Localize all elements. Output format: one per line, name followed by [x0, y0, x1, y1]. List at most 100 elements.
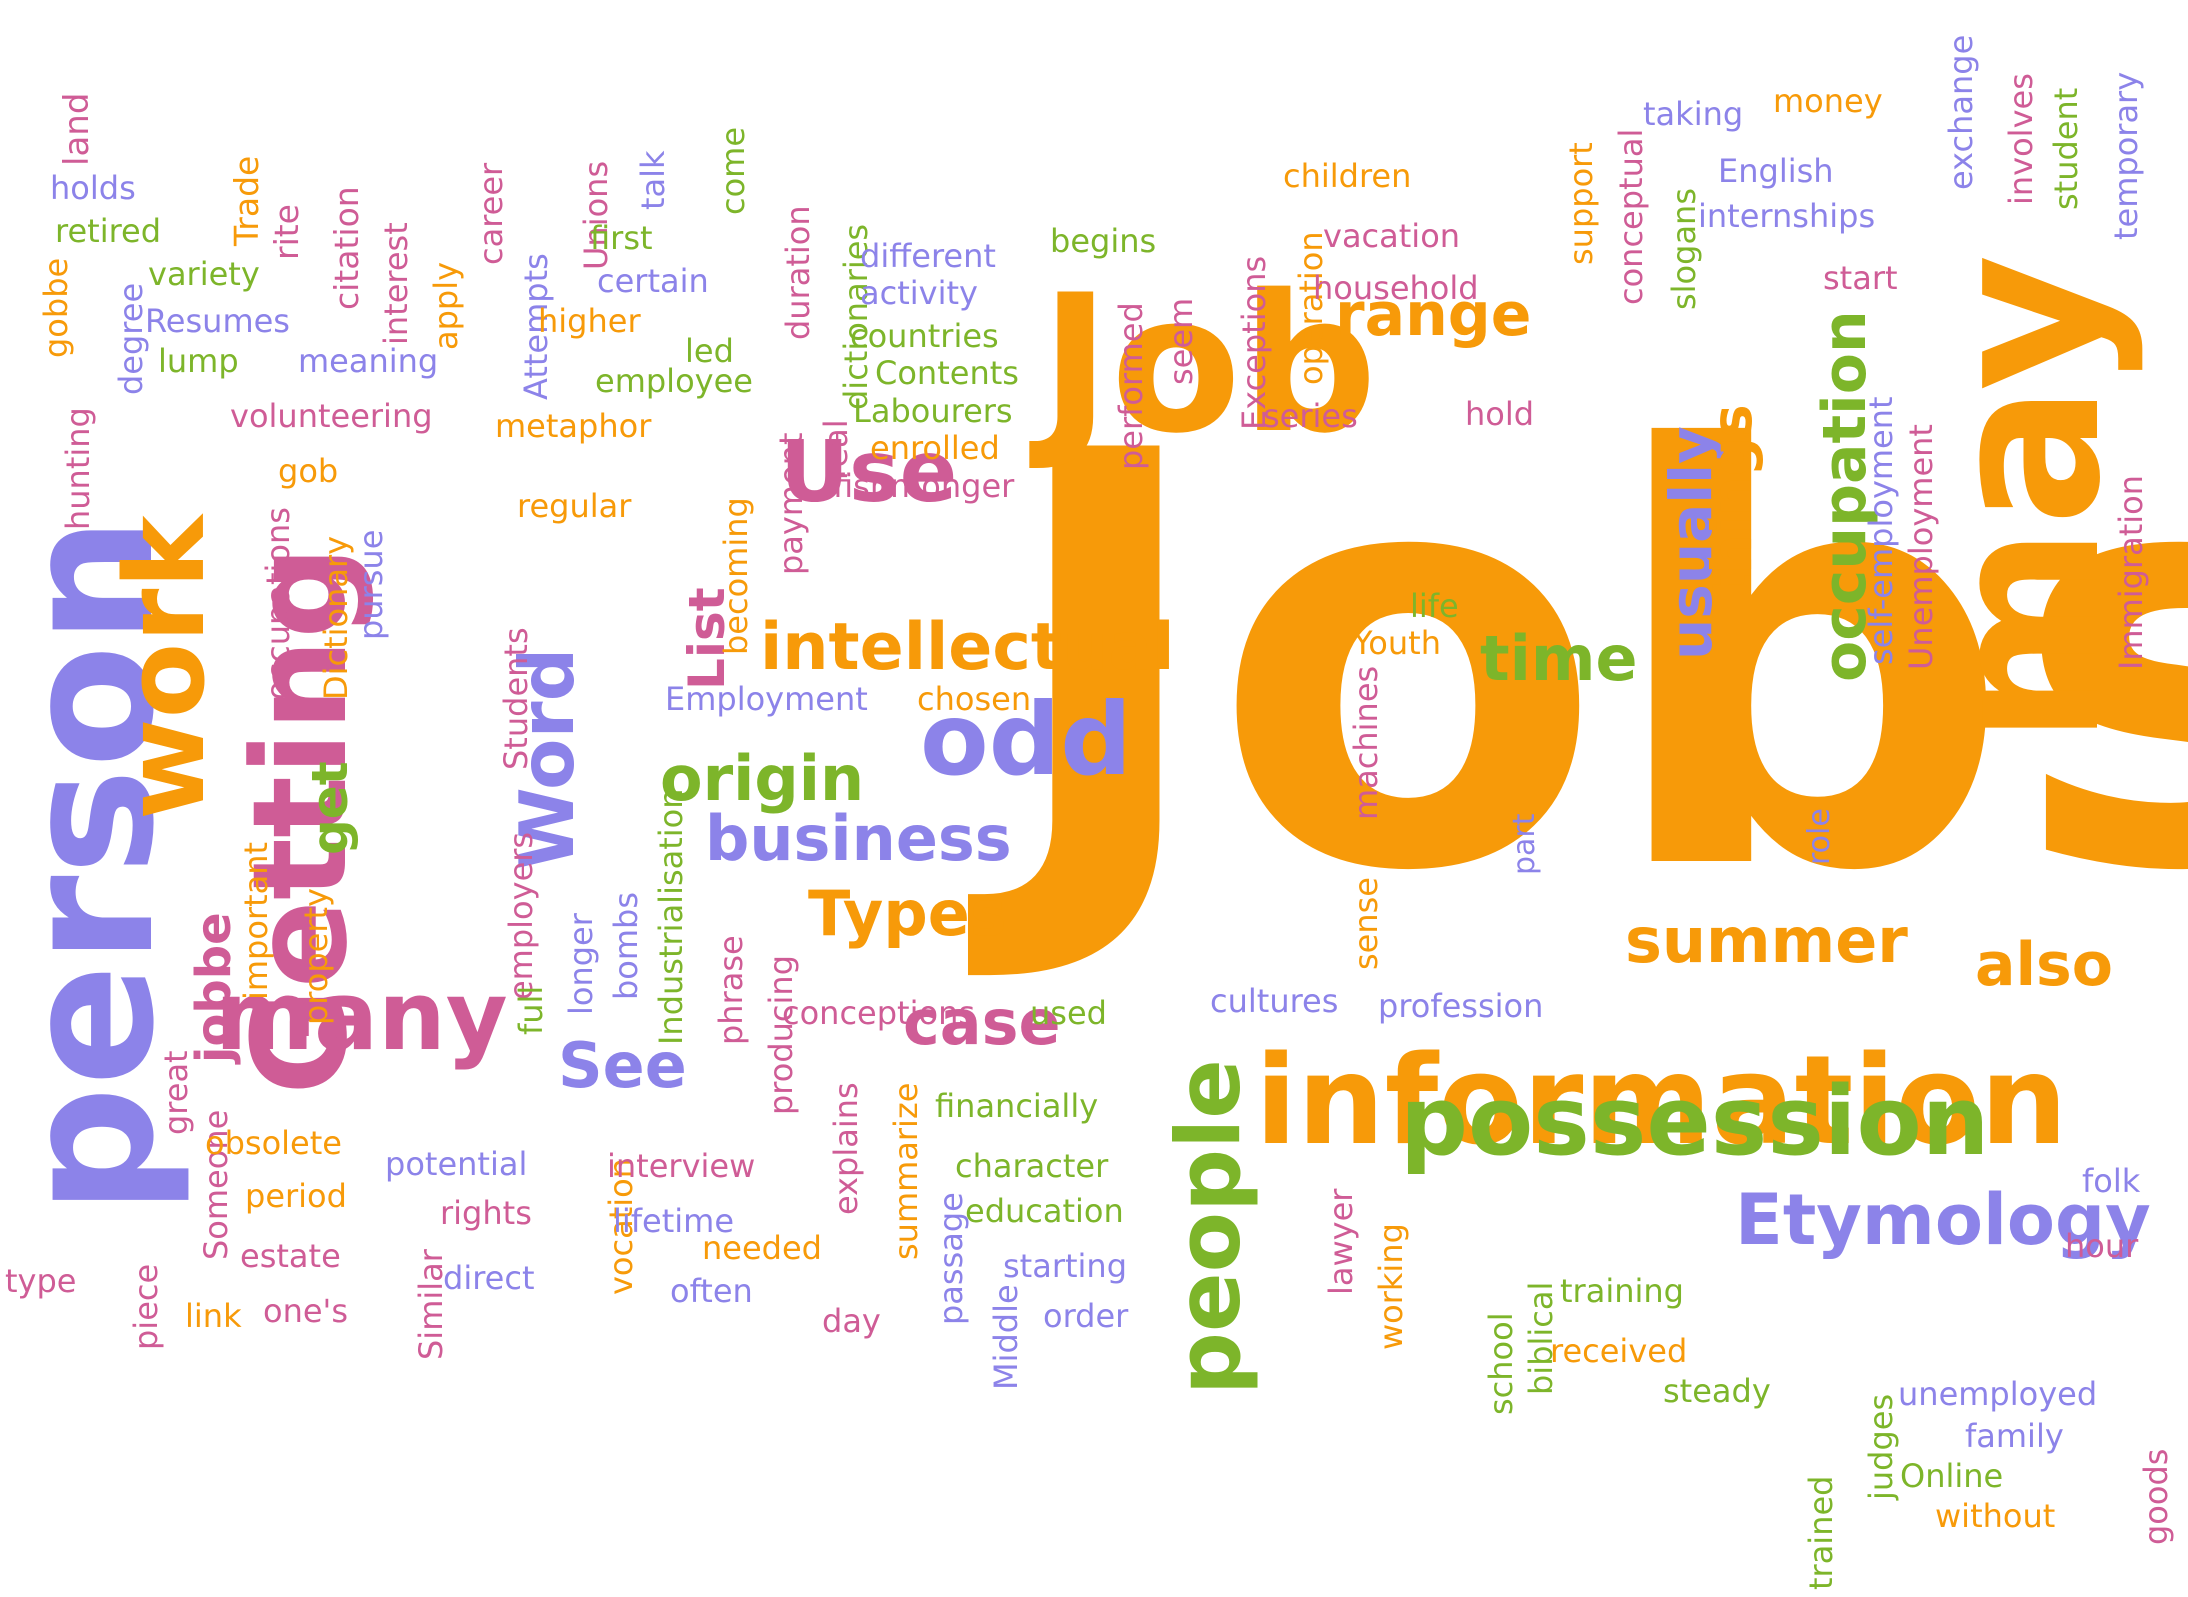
word-regular: regular [517, 487, 632, 525]
word-also: also [1975, 930, 2113, 1000]
word-estate: estate [240, 1237, 341, 1275]
word-folk: folk [2082, 1162, 2141, 1200]
word-working: working [1372, 1223, 1410, 1350]
word-higher: higher [538, 302, 641, 340]
word-machines: machines [1347, 665, 1385, 820]
word-needed: needed [702, 1229, 822, 1267]
word-holds: holds [50, 169, 136, 207]
word-rights: rights [440, 1194, 532, 1232]
word-work: work [101, 515, 229, 820]
word-great: great [157, 1050, 195, 1135]
word-resumes: Resumes [145, 302, 290, 340]
word-led: led [685, 332, 734, 370]
word-without: without [1935, 1497, 2056, 1535]
word-internships: internships [1698, 197, 1876, 235]
word-type: type [5, 1262, 77, 1300]
word-period: period [245, 1177, 347, 1215]
word-longer: longer [562, 913, 600, 1015]
word-conceptions: conceptions [782, 994, 976, 1032]
word-seem: seem [1162, 297, 1200, 385]
word-received: received [1550, 1332, 1688, 1370]
word-used: used [1030, 994, 1107, 1032]
word-retired: retired [55, 212, 162, 250]
word-interview: interview [607, 1147, 756, 1185]
word-producing: producing [762, 954, 800, 1115]
word-gob: gob [278, 452, 339, 490]
word-payment: payment [772, 432, 810, 575]
word-character: character [955, 1147, 1109, 1185]
word-trade: Trade [227, 155, 266, 246]
word-activity: activity [860, 274, 978, 312]
word-contents: Contents [875, 354, 1019, 392]
word-many: many [215, 962, 508, 1072]
word-english: English [1718, 152, 1834, 190]
word-money: money [1773, 82, 1883, 120]
word-see: See [558, 1029, 687, 1102]
word-variety: variety [148, 255, 260, 293]
word-time: time [1480, 622, 1638, 695]
word-ones: one's [263, 1292, 349, 1330]
word-labourers: Labourers [853, 392, 1013, 430]
word-metaphor: metaphor [495, 407, 652, 445]
word-vacation: vacation [1323, 217, 1461, 255]
word-series: series [1263, 397, 1358, 435]
word-conceptual: conceptual [1612, 128, 1650, 305]
word-citation: citation [327, 186, 366, 310]
word-career: career [472, 162, 510, 265]
word-explains: explains [827, 1082, 865, 1215]
word-different: different [860, 237, 996, 275]
word-gobbe: gobbe [37, 257, 75, 358]
word-taking: taking [1643, 95, 1744, 133]
word-life: life [1410, 587, 1459, 625]
word-education: education [965, 1192, 1124, 1230]
word-rite: rite [267, 204, 306, 260]
word-family: family [1965, 1417, 2064, 1455]
word-intellectual: intellectual [760, 610, 1175, 685]
word-goods: goods [2137, 1448, 2175, 1545]
word-direct: direct [443, 1259, 535, 1297]
word-profession: profession [1378, 987, 1544, 1025]
word-unemployed: unemployed [1898, 1375, 2098, 1413]
word-full: full [512, 985, 550, 1035]
word-lump: lump [158, 342, 239, 380]
word-odd: odd [920, 681, 1132, 798]
word-industrialisation: Industrialisation [652, 788, 690, 1045]
word-talk: talk [634, 150, 672, 210]
word-begins: begins [1050, 222, 1157, 260]
word-lawyer: lawyer [1322, 1188, 1360, 1295]
word-passage: passage [932, 1192, 970, 1325]
word-obsolete: obsolete [205, 1124, 342, 1162]
word-case: case [903, 986, 1061, 1059]
word-order: order [1043, 1297, 1129, 1335]
word-judges: judges [1862, 1393, 1900, 1500]
word-hunting: hunting [59, 407, 97, 530]
word-student: student [2047, 87, 2085, 210]
word-countries: countries [850, 317, 999, 355]
word-interest: interest [377, 222, 415, 345]
word-steady: steady [1663, 1372, 1771, 1410]
word-link: link [185, 1297, 242, 1335]
word-range: range [1335, 280, 1532, 350]
word-business: business [705, 802, 1012, 875]
word-employee: employee [595, 362, 753, 400]
word-duration: duration [779, 205, 817, 340]
word-performed: performed [1112, 302, 1150, 470]
word-hold: hold [1465, 395, 1535, 433]
word-youth: Youth [1353, 624, 1441, 662]
word-may: may [1902, 254, 2147, 745]
word-phrase: phrase [712, 935, 750, 1045]
word-property: property [297, 888, 335, 1025]
word-use: Use [780, 423, 958, 522]
word-pursue: pursue [352, 529, 390, 640]
word-trained: trained [1802, 1475, 1840, 1590]
word-often: often [670, 1272, 753, 1310]
word-volunteering: volunteering [230, 397, 433, 435]
word-summarize: summarize [887, 1082, 925, 1260]
word-meaning: meaning [298, 342, 439, 380]
word-etymology: Etymology [1735, 1179, 2151, 1261]
word-occupations: occupations [259, 507, 297, 700]
word-day: day [822, 1302, 881, 1340]
word-things: things [1700, 404, 1764, 600]
word-employment: Employment [665, 680, 868, 718]
